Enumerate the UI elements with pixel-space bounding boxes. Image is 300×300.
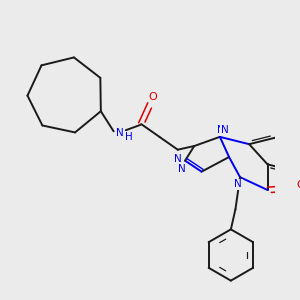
Text: N: N <box>174 154 182 164</box>
Text: O: O <box>149 92 158 102</box>
Text: N: N <box>178 164 186 174</box>
Text: N: N <box>217 125 225 136</box>
Text: H: H <box>124 132 132 142</box>
Text: N: N <box>116 128 124 138</box>
Text: N: N <box>234 179 242 190</box>
Text: N: N <box>220 124 228 134</box>
Text: O: O <box>296 180 300 190</box>
